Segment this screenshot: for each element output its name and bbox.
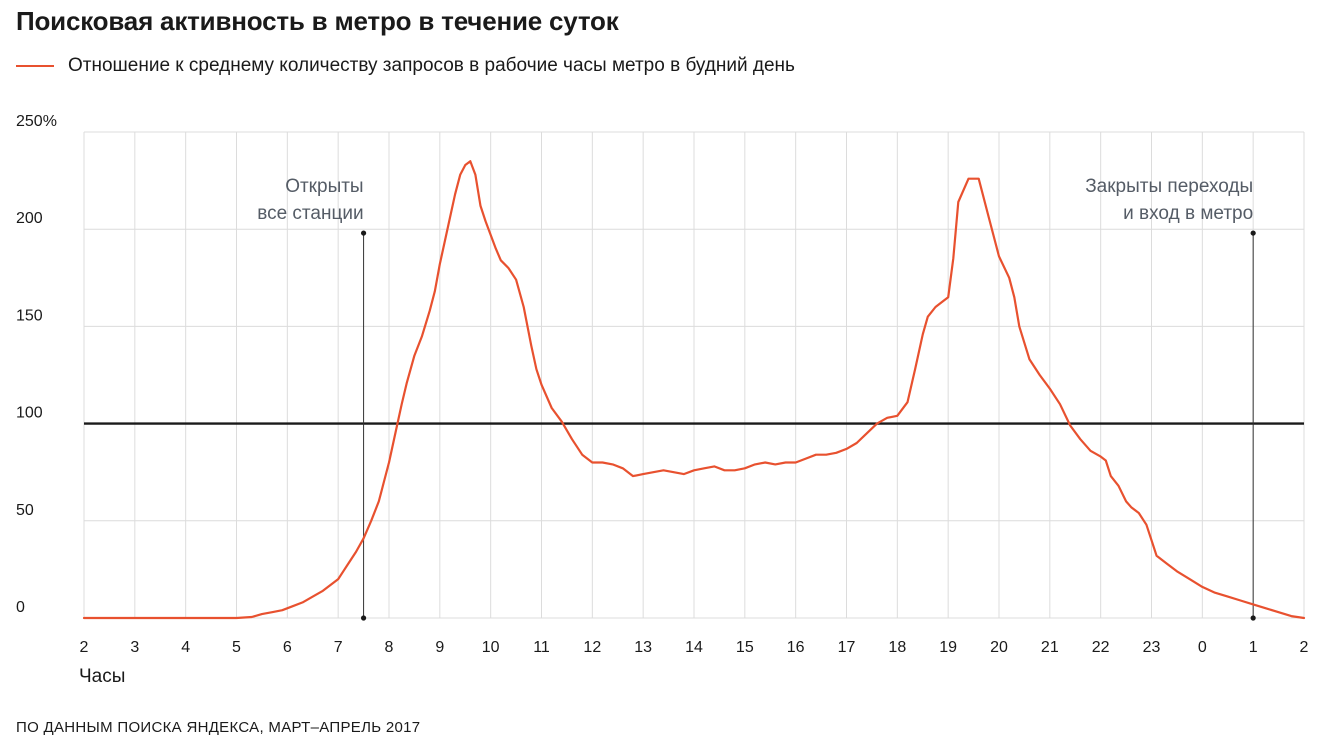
x-tick-label: 23 (1143, 639, 1161, 656)
annotation-dot-top (1250, 230, 1256, 236)
series-line (82, 160, 1306, 620)
y-tick-label: 150 (16, 307, 43, 324)
x-tick-label: 6 (283, 639, 292, 656)
x-tick-label: 22 (1092, 639, 1110, 656)
x-tick-label: 11 (533, 639, 550, 656)
x-tick-label: 14 (685, 639, 703, 656)
y-tick-label: 0 (16, 599, 25, 616)
annotations: Открыты все станции Закрыты переходы и вход… (257, 176, 1256, 621)
annotation-dot-bottom (1250, 615, 1256, 621)
x-axis-ticks: 2 3 4 5 6 7 8 9 10 11 12 13 14 15 16 17 18 19 20 21 22 23 0 1 2 (80, 639, 1309, 656)
x-tick-label: 5 (232, 639, 241, 656)
chart-title: Поисковая активность в метро в течение с… (16, 6, 619, 36)
x-tick-label: 20 (990, 639, 1008, 656)
x-axis-label: Часы (79, 666, 125, 687)
y-axis-ticks: 0 50 100 150 200 250% (16, 113, 57, 616)
y-tick-label: 100 (16, 405, 43, 422)
x-tick-label: 2 (1300, 639, 1309, 656)
legend: Отношение к среднему количеству запросов… (16, 54, 795, 78)
annotation-dot-bottom (360, 615, 367, 621)
source-note: ПО ДАННЫМ ПОИСКА ЯНДЕКСА, МАРТ–АПРЕЛЬ 20… (16, 719, 421, 736)
legend-label: Отношение к среднему количеству запросов… (68, 55, 795, 76)
x-tick-label: 4 (181, 639, 190, 656)
x-tick-label: 9 (435, 639, 444, 656)
x-tick-label: 16 (787, 639, 805, 656)
x-tick-label: 17 (838, 639, 856, 656)
y-tick-label: 250% (16, 113, 57, 130)
x-tick-label: 3 (130, 639, 139, 656)
x-tick-label: 10 (482, 639, 500, 656)
annotation-dot-top (360, 230, 367, 236)
x-tick-label: 12 (583, 639, 601, 656)
x-tick-label: 1 (1249, 639, 1258, 656)
x-tick-label: 21 (1041, 639, 1059, 656)
annotation-text-line2: и вход в метро (1123, 203, 1253, 224)
grid (83, 131, 1305, 619)
annotation-text-line1: Открыты (285, 176, 363, 197)
x-tick-label: 15 (736, 639, 754, 656)
x-tick-label: 7 (334, 639, 343, 656)
y-tick-label: 50 (16, 502, 34, 519)
annotation-text-line2: все станции (257, 203, 363, 224)
x-tick-label: 18 (888, 639, 906, 656)
x-tick-label: 19 (939, 639, 957, 656)
x-tick-label: 0 (1198, 639, 1207, 656)
x-tick-label: 13 (634, 639, 652, 656)
annotation-text-line1: Закрыты переходы (1085, 176, 1253, 197)
legend-line-swatch (16, 65, 54, 67)
y-tick-label: 200 (16, 210, 43, 227)
x-tick-label: 2 (80, 639, 89, 656)
x-tick-label: 8 (385, 639, 394, 656)
